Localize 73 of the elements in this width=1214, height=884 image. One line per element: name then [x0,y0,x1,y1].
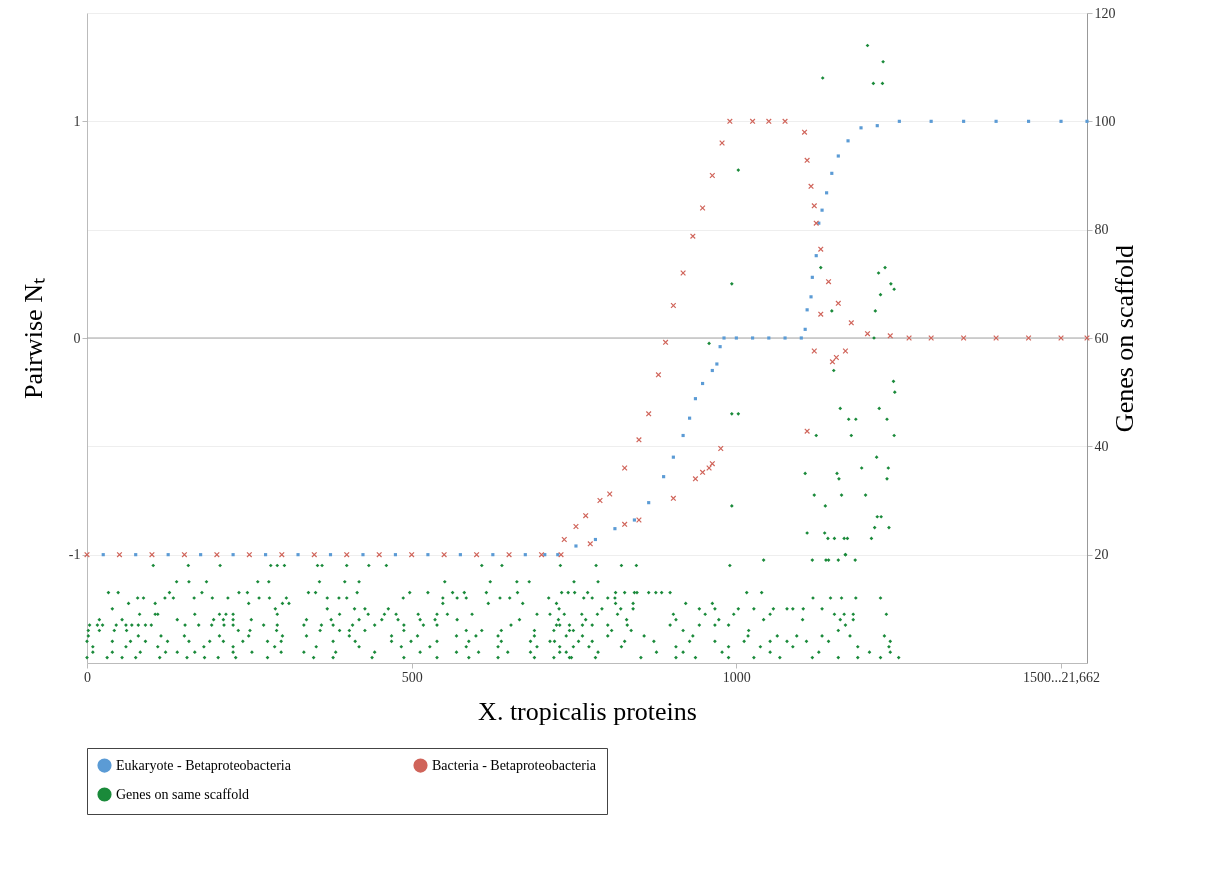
point [846,139,850,143]
point [647,501,651,505]
y-tick-label: 0 [73,330,81,346]
point [1026,119,1031,123]
point [929,119,933,123]
point [799,336,803,340]
y-tick-label: 1 [73,113,81,129]
point [859,126,863,130]
point [199,553,203,557]
point [263,553,268,557]
point [1059,119,1063,123]
point [632,518,636,522]
legend-label: Eukaryote - Betaproteobacteria [116,757,292,773]
point [166,553,170,557]
legend-label: Bacteria - Betaproteobacteria [432,757,597,773]
point [715,362,719,366]
point [767,336,771,340]
point [613,527,617,531]
y2-tick-label: 80 [1094,222,1109,238]
point [814,254,818,258]
point [825,191,829,195]
point [556,553,560,557]
y2-tick-label: 40 [1094,438,1109,454]
x-tick-label: 0 [84,669,91,685]
point [1085,119,1089,123]
point [830,171,834,175]
point [523,553,527,557]
point [810,275,814,279]
point [361,553,365,557]
point [803,327,807,331]
point [809,295,813,299]
point [751,336,755,340]
point [820,208,824,212]
point [783,336,787,340]
point [734,336,738,340]
point [962,119,966,123]
x-axis-title: X. tropicalis proteins [478,696,697,726]
y2-tick-label: 20 [1094,547,1109,563]
point [722,336,726,340]
point [681,433,685,438]
point [836,154,840,158]
point [574,544,578,548]
x-tick-label: 500 [401,669,423,685]
point [671,455,675,459]
point [491,553,495,557]
point [296,553,300,557]
point [662,475,666,479]
y2-tick-label: 60 [1094,330,1109,346]
point [718,345,722,349]
point [875,124,879,128]
x-tick-label: 1000 [722,669,751,685]
point [805,308,809,312]
point [897,119,901,123]
y2-tick-label: 120 [1094,5,1116,21]
y-axis-title: Pairwise Nₜ [18,278,48,399]
point [426,553,430,557]
point [593,537,598,542]
point [231,553,235,557]
point [693,397,698,401]
y2-tick-label: 100 [1094,113,1116,129]
y2-axis-title: Genes on scaffold [1109,244,1139,433]
point [701,381,705,386]
point [101,553,105,557]
y-tick-label: -1 [68,547,81,563]
point [688,416,692,420]
point [458,553,462,557]
point [134,553,138,557]
point [994,119,998,123]
point [393,553,398,557]
x-tick-label: 1500...21,662 [1023,669,1101,685]
point [710,368,714,373]
legend-label: Genes on same scaffold [116,786,250,802]
point [328,553,333,557]
